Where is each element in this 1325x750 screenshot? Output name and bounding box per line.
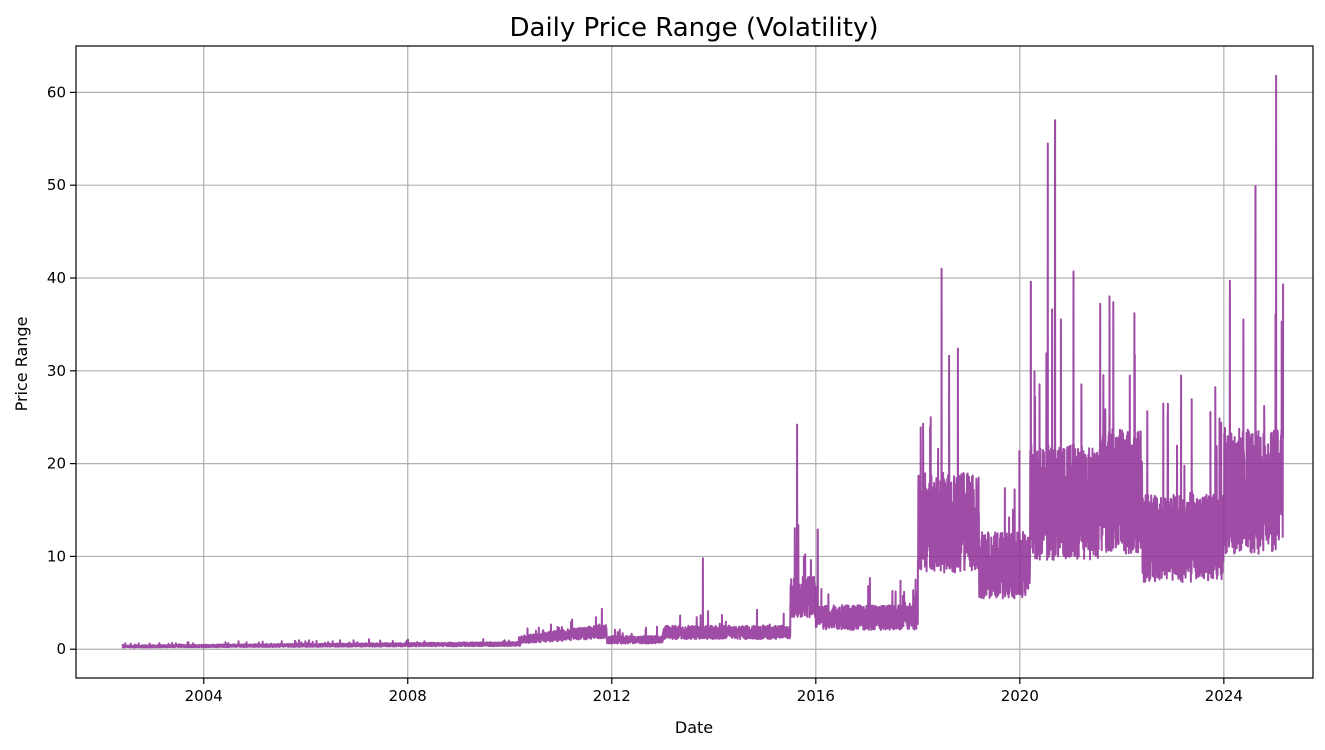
x-tick-label: 2004 [185, 687, 223, 705]
y-axis-label: Price Range [12, 317, 31, 412]
y-tick-label: 40 [47, 269, 66, 287]
y-tick-label: 30 [47, 362, 66, 380]
x-tick-label: 2008 [389, 687, 427, 705]
y-tick-label: 50 [47, 176, 66, 194]
y-axis: 0 10 20 30 40 50 60 [47, 83, 76, 658]
grid-lines [76, 46, 1313, 678]
x-tick-label: 2024 [1205, 687, 1243, 705]
y-tick-label: 0 [56, 640, 66, 658]
series-group [121, 74, 1285, 649]
x-tick-label: 2020 [1001, 687, 1039, 705]
x-tick-label: 2012 [593, 687, 631, 705]
y-tick-label: 20 [47, 455, 66, 473]
plot-frame [75, 45, 1314, 679]
chart-title: Daily Price Range (Volatility) [510, 13, 879, 43]
y-tick-label: 10 [47, 547, 66, 565]
x-axis-label: Date [675, 718, 713, 737]
y-tick-label: 60 [47, 83, 66, 101]
x-tick-label: 2016 [797, 687, 835, 705]
x-axis: 2004 2008 2012 2016 2020 2024 [185, 678, 1243, 705]
price-range-line [121, 74, 1285, 649]
